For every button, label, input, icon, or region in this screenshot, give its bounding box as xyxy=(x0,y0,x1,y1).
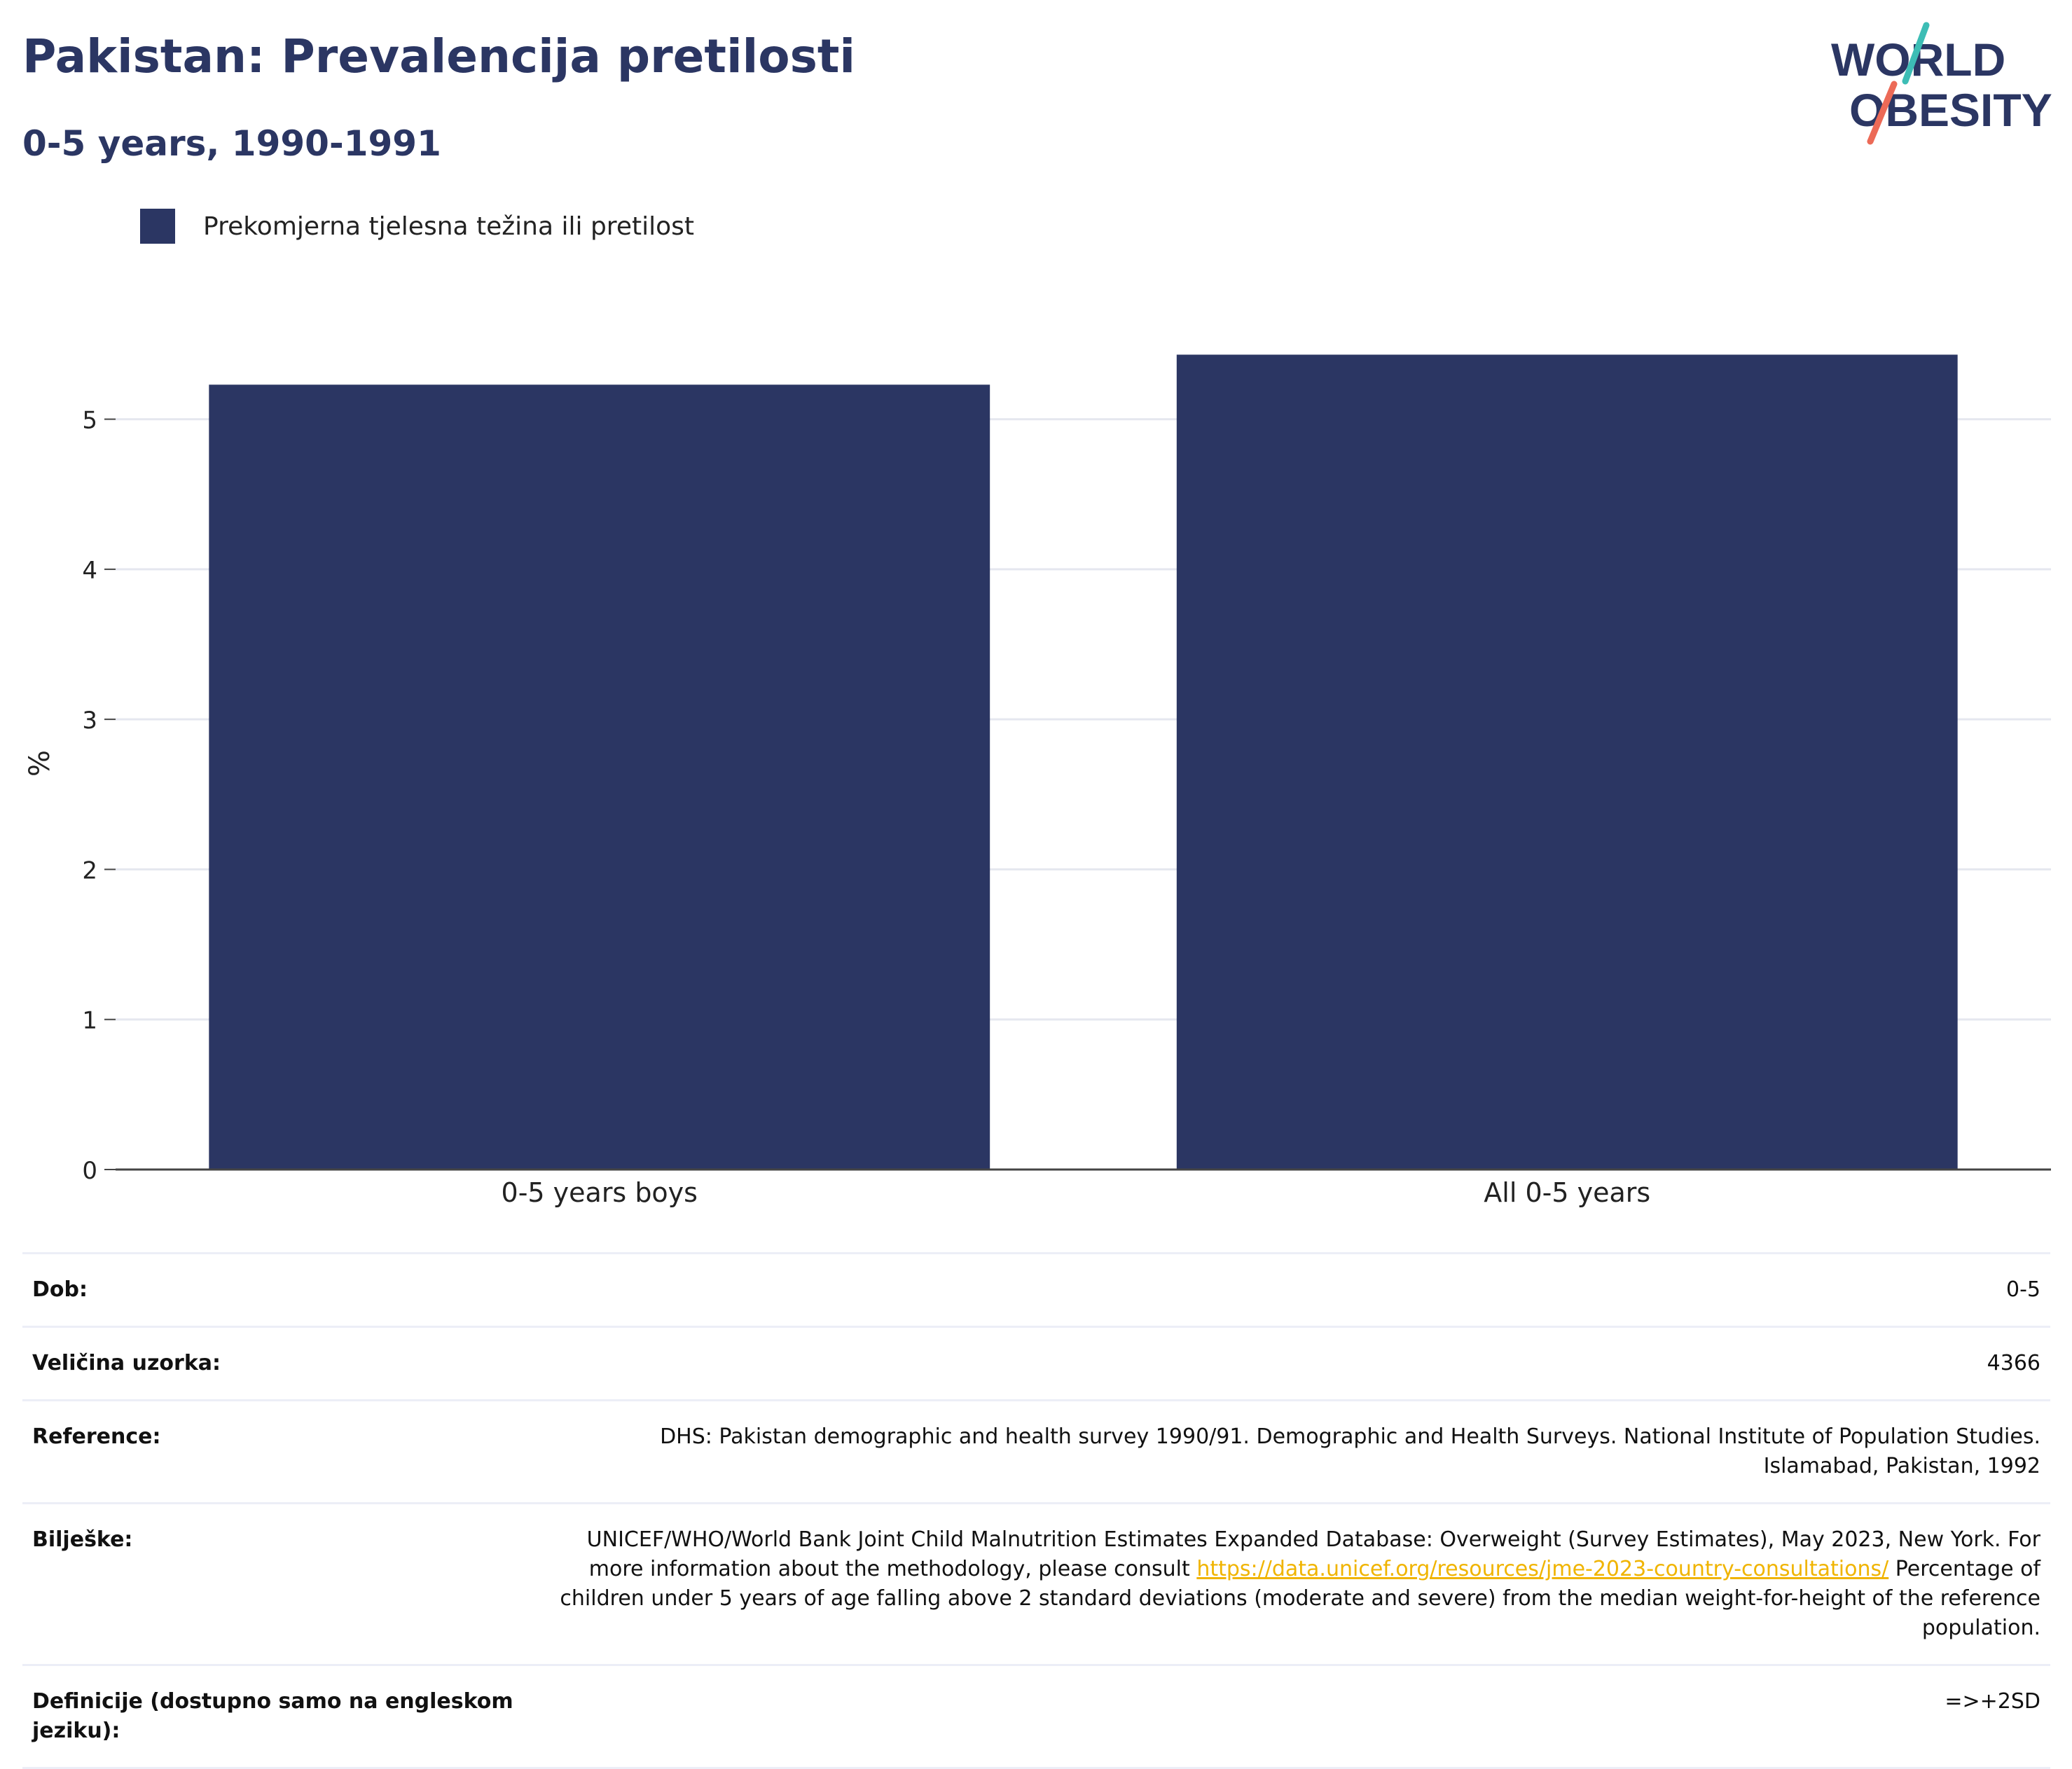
y-tick-label: 2 xyxy=(82,856,97,884)
age-label: Dob: xyxy=(22,1252,532,1327)
y-tick-label: 5 xyxy=(82,407,97,435)
definitions-label: Definicije (dostupno samo na engleskom j… xyxy=(22,1664,532,1769)
legend-label: Prekomjerna tjelesna težina ili pretilos… xyxy=(203,211,694,241)
chart-subtitle: 0-5 years, 1990-1991 xyxy=(22,123,441,164)
x-tick-label: All 0-5 years xyxy=(1484,1177,1650,1208)
chart-title: Pakistan: Prevalencija pretilosti xyxy=(22,29,856,83)
notes-value: UNICEF/WHO/World Bank Joint Child Malnut… xyxy=(532,1502,2050,1665)
info-row-reference: Reference: DHS: Pakistan demographic and… xyxy=(22,1399,2050,1504)
info-row-age: Dob: 0-5 xyxy=(22,1252,2050,1327)
logo-slash-red xyxy=(1867,81,1898,145)
info-table: Dob: 0-5 Veličina uzorka: 4366 Reference… xyxy=(22,1252,2050,1769)
sample-size-value: 4366 xyxy=(532,1326,2050,1401)
y-axis-ticks: 0 1 2 3 4 5 xyxy=(82,407,116,1185)
legend[interactable]: Prekomjerna tjelesna težina ili pretilos… xyxy=(140,209,694,244)
world-obesity-logo: WORLD OBESITY xyxy=(1831,22,2052,145)
legend-swatch xyxy=(140,209,175,244)
x-tick-label: 0-5 years boys xyxy=(502,1177,698,1208)
bar-0-5-years-boys[interactable] xyxy=(209,384,990,1170)
y-tick-label: 1 xyxy=(82,1007,97,1035)
bar-chart: 0 1 2 3 4 5 0-5 years boys All 0-5 years % xyxy=(24,354,2051,1208)
y-tick-label: 0 xyxy=(82,1157,97,1185)
age-value: 0-5 xyxy=(532,1252,2050,1327)
bar-all-0-5-years[interactable] xyxy=(1176,354,1958,1170)
y-tick-label: 4 xyxy=(82,557,97,585)
notes-text-before: UNICEF/WHO/World Bank Joint Child Malnut… xyxy=(586,1527,2040,1581)
notes-link[interactable]: https://data.unicef.org/resources/jme-20… xyxy=(1196,1557,1889,1581)
definitions-value: =>+2SD xyxy=(532,1664,2050,1769)
reference-value: DHS: Pakistan demographic and health sur… xyxy=(532,1399,2050,1504)
info-row-sample-size: Veličina uzorka: 4366 xyxy=(22,1326,2050,1401)
bars xyxy=(209,354,1958,1170)
y-tick-label: 3 xyxy=(82,707,97,735)
info-row-definitions: Definicije (dostupno samo na engleskom j… xyxy=(22,1664,2050,1769)
notes-text-after: Percentage of children under 5 years of … xyxy=(560,1557,2040,1640)
notes-label: Bilješke: xyxy=(22,1502,532,1665)
logo-slash-teal xyxy=(1902,22,1930,85)
x-axis-ticks: 0-5 years boys All 0-5 years xyxy=(502,1177,1651,1208)
y-axis-label: % xyxy=(24,750,56,777)
sample-size-label: Veličina uzorka: xyxy=(22,1326,532,1401)
info-row-notes: Bilješke: UNICEF/WHO/World Bank Joint Ch… xyxy=(22,1502,2050,1665)
reference-label: Reference: xyxy=(22,1399,532,1504)
